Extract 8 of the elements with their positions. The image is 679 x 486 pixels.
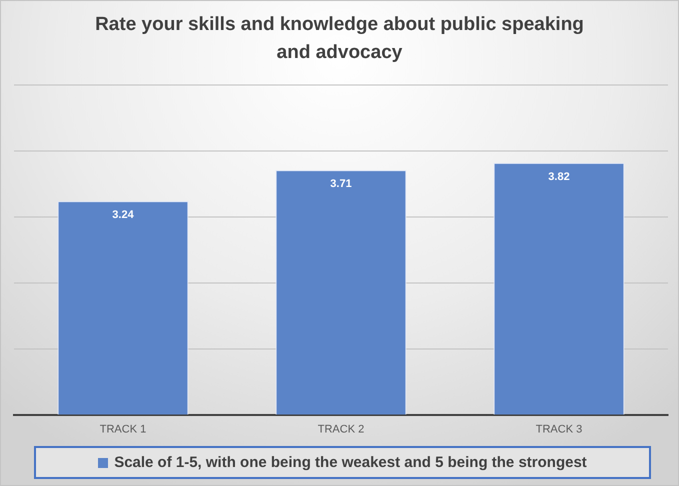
data-label: 3.71	[330, 178, 352, 190]
x-tick-label: TRACK 2	[318, 424, 364, 436]
chart-title: Rate your skills and knowledge about public speaking and advocacy	[94, 13, 585, 65]
x-tick-label: TRACK 3	[536, 424, 582, 436]
data-label: 3.82	[548, 170, 570, 183]
x-tick-label: TRACK 1	[100, 424, 146, 436]
legend-label: Scale of 1-5, with one being the weakest and 5 being the strongest	[114, 454, 587, 471]
data-label: 3.24	[112, 209, 135, 222]
